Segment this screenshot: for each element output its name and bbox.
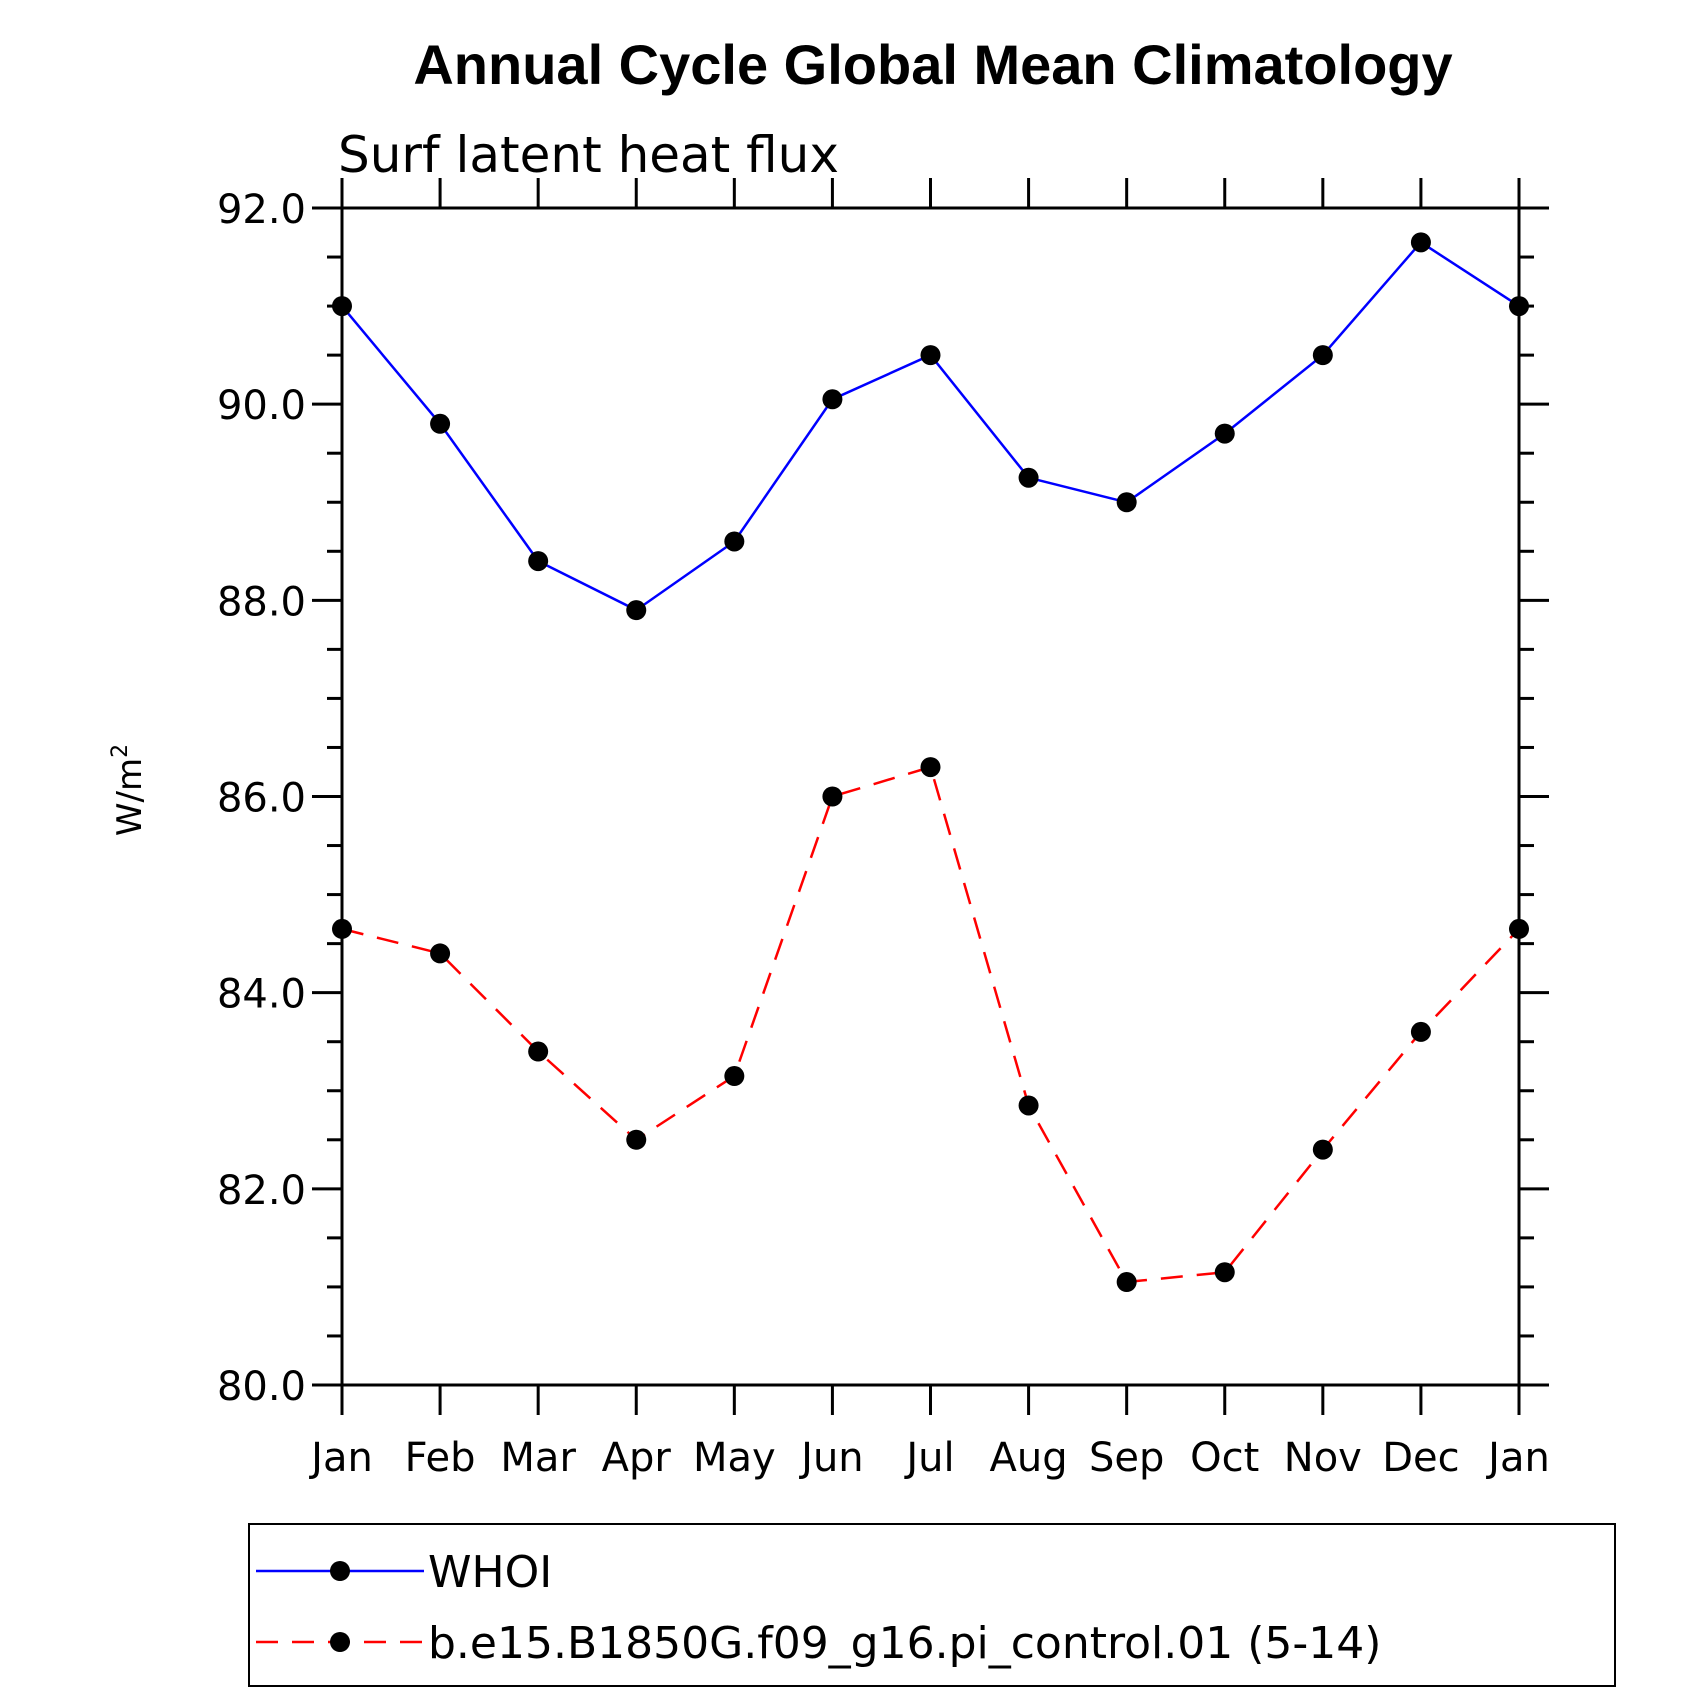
data-point-series-0: [1018, 467, 1039, 488]
chart-title: Annual Cycle Global Mean Climatology: [413, 33, 1452, 96]
y-tick-label: 88.0: [217, 579, 306, 625]
plot-series: [332, 232, 1529, 1293]
x-tick-label: Jul: [903, 1435, 954, 1481]
x-tick-label: Jun: [798, 1435, 864, 1481]
data-point-series-1: [822, 786, 843, 807]
x-axis: Jan Feb Mar Apr May Jun Jul Aug Sep Oct Nov Dec Jan: [308, 178, 1550, 1481]
data-point-series-1: [1214, 1262, 1235, 1283]
data-point-series-1: [430, 943, 451, 964]
data-point-series-1: [332, 918, 352, 939]
x-tick-label: May: [693, 1435, 776, 1481]
y-tick-label: 82.0: [217, 1168, 306, 1214]
y-axis-label-text: W/m: [110, 758, 150, 836]
y-tick-label: 86.0: [217, 776, 306, 822]
y-tick-label: 84.0: [217, 972, 306, 1018]
y-axis: 80.0 82.0 84.0 86.0 88.0 90.0 92.0: [217, 187, 1549, 1410]
y-tick-label: 80.0: [217, 1364, 306, 1410]
data-point-series-0: [1509, 296, 1529, 317]
x-tick-label: Dec: [1382, 1435, 1459, 1481]
data-point-series-0: [332, 296, 352, 317]
data-point-series-1: [724, 1066, 745, 1087]
data-point-series-0: [1116, 492, 1137, 513]
x-tick-label: Mar: [500, 1435, 576, 1481]
data-point-series-0: [1312, 345, 1333, 366]
y-axis-label: W/m2: [108, 744, 150, 836]
axes: [340, 178, 1548, 1414]
legend: WHOI b.e15.B1850G.f09_g16.pi_control.01 …: [248, 1523, 1616, 1687]
data-point-series-0: [1410, 232, 1431, 253]
series-line-1: [341, 765, 1520, 1284]
y-tick-label: 92.0: [217, 187, 306, 233]
legend-label-control: b.e15.B1850G.f09_g16.pi_control.01 (5-14…: [428, 1618, 1381, 1669]
series-line-0: [341, 240, 1520, 612]
legend-box: [248, 1523, 1616, 1687]
legend-label-whoi: WHOI: [428, 1547, 552, 1598]
y-axis-label-superscript: 2: [108, 744, 133, 758]
data-point-series-1: [1116, 1272, 1137, 1293]
data-point-series-0: [430, 413, 451, 434]
x-tick-label: Sep: [1089, 1435, 1164, 1481]
chart-subtitle: Surf latent heat flux: [338, 126, 839, 184]
data-point-series-1: [528, 1041, 549, 1062]
data-point-series-1: [920, 757, 941, 778]
data-point-series-0: [724, 531, 745, 552]
x-tick-label: Apr: [602, 1435, 672, 1481]
data-point-series-1: [1018, 1095, 1039, 1116]
data-point-series-0: [822, 389, 843, 410]
data-point-series-1: [1509, 918, 1529, 939]
legend-marker-whoi: [330, 1561, 350, 1581]
y-tick-label: 90.0: [217, 383, 306, 429]
data-point-series-1: [1312, 1139, 1333, 1160]
data-point-series-0: [920, 345, 941, 366]
data-point-series-1: [1410, 1021, 1431, 1042]
data-point-series-0: [626, 600, 647, 621]
data-point-series-0: [528, 551, 549, 572]
x-tick-label: Oct: [1190, 1435, 1259, 1481]
x-tick-label: Jan: [308, 1435, 373, 1481]
data-point-series-1: [626, 1129, 647, 1150]
legend-marker-control: [330, 1632, 350, 1652]
x-tick-label: Feb: [405, 1435, 476, 1481]
data-point-series-0: [1214, 423, 1235, 444]
x-tick-label: Nov: [1284, 1435, 1362, 1481]
x-tick-label: Jan: [1485, 1435, 1550, 1481]
x-tick-label: Aug: [990, 1435, 1068, 1481]
